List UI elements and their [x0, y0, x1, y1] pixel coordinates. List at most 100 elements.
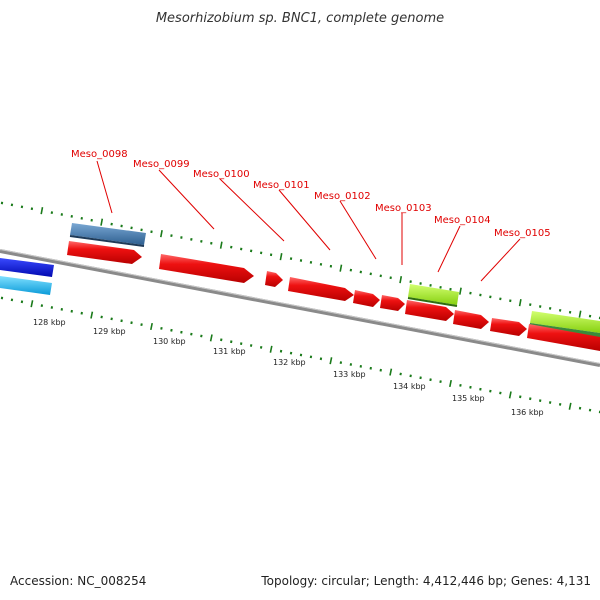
leader-line	[219, 178, 285, 242]
kbp-label: 133 kbp	[333, 370, 366, 379]
gene-arrow[interactable]	[490, 318, 527, 336]
gene-label[interactable]: Meso_0098	[71, 149, 128, 160]
minor-tick	[70, 214, 73, 218]
minor-tick	[289, 257, 293, 261]
minor-tick	[489, 295, 492, 299]
minor-tick	[110, 222, 113, 226]
minor-tick	[10, 298, 14, 302]
inner-tick-track	[0, 296, 600, 414]
minor-tick	[20, 300, 24, 304]
minor-tick	[309, 355, 313, 359]
minor-tick	[439, 285, 442, 289]
major-tick	[209, 334, 213, 342]
minor-tick	[100, 315, 103, 319]
minor-tick	[259, 251, 263, 255]
gene-arrow[interactable]	[405, 300, 454, 321]
gene-leader-lines	[96, 160, 521, 282]
leader-line	[437, 225, 461, 273]
minor-tick	[339, 361, 343, 365]
minor-tick	[548, 306, 552, 310]
minor-tick	[529, 303, 532, 307]
leader-line	[339, 200, 377, 260]
gene-label[interactable]: Meso_0104	[434, 215, 491, 226]
gene-label[interactable]: Meso_0105	[494, 228, 551, 239]
minor-tick	[499, 391, 502, 395]
major-tick	[100, 218, 104, 226]
gene-arrow[interactable]	[67, 241, 142, 264]
major-tick	[339, 264, 343, 272]
minor-tick	[319, 262, 323, 266]
gene-arrow[interactable]	[265, 271, 283, 287]
minor-tick	[289, 351, 293, 355]
gene-arrow[interactable]	[527, 324, 600, 351]
minor-tick	[249, 249, 253, 253]
major-tick	[90, 311, 94, 319]
gene-arrow[interactable]	[353, 290, 380, 307]
minor-tick	[588, 314, 592, 318]
minor-tick	[50, 306, 54, 309]
minor-tick	[140, 323, 143, 327]
major-tick	[150, 322, 153, 331]
minor-tick	[489, 389, 492, 393]
minor-tick	[548, 401, 552, 404]
leader-line	[278, 189, 331, 251]
minor-tick	[160, 326, 163, 330]
minor-tick	[558, 308, 562, 312]
major-tick	[578, 310, 582, 318]
gene-label[interactable]: Meso_0101	[253, 180, 310, 191]
minor-tick	[170, 328, 173, 332]
lime-feature-bar-right	[530, 311, 600, 333]
gene-track	[67, 241, 600, 351]
genome-backbone	[0, 249, 600, 367]
minor-tick	[140, 228, 143, 232]
gene-labels: Meso_0098 Meso_0099 Meso_0100 Meso_0101 …	[71, 149, 551, 239]
steel-blue-feature-shadow	[69, 235, 145, 247]
gene-arrow[interactable]	[288, 277, 354, 301]
leader-line	[158, 169, 215, 230]
major-tick	[40, 207, 44, 215]
gene-arrow[interactable]	[380, 295, 405, 311]
gene-label[interactable]: Meso_0099	[133, 159, 190, 170]
minor-tick	[349, 363, 353, 366]
kbp-label: 128 kbp	[33, 318, 66, 327]
major-tick	[518, 299, 522, 307]
major-tick	[269, 345, 273, 353]
kbp-label: 135 kbp	[452, 394, 485, 403]
kbp-label: 132 kbp	[273, 358, 306, 367]
minor-tick	[230, 245, 233, 249]
minor-tick	[230, 340, 233, 344]
gene-arrow[interactable]	[159, 254, 254, 283]
minor-tick	[469, 385, 472, 389]
minor-tick	[349, 268, 353, 272]
kbp-label: 131 kbp	[213, 347, 246, 356]
steel-blue-feature-bar	[70, 223, 146, 245]
minor-tick	[379, 274, 382, 278]
major-tick	[399, 276, 403, 284]
minor-tick	[499, 297, 502, 301]
major-tick	[449, 379, 452, 388]
major-tick	[30, 300, 34, 308]
minor-tick	[50, 211, 54, 215]
minor-tick	[130, 321, 133, 325]
major-tick	[219, 241, 223, 249]
minor-tick	[409, 374, 412, 378]
minor-tick	[369, 366, 372, 370]
minor-tick	[309, 260, 313, 264]
minor-tick	[279, 349, 283, 353]
outer-tick-track	[0, 201, 600, 320]
major-tick	[279, 253, 283, 261]
minor-tick	[130, 226, 133, 230]
major-tick	[160, 230, 163, 238]
minor-tick	[319, 357, 323, 361]
kbp-label: 130 kbp	[153, 337, 186, 346]
minor-tick	[588, 408, 592, 412]
map-title: Mesorhizobium sp. BNC1, complete genome	[156, 11, 444, 26]
gene-label[interactable]: Meso_0103	[375, 203, 432, 214]
gene-label[interactable]: Meso_0102	[314, 191, 371, 202]
minor-tick	[190, 237, 193, 241]
minor-tick	[459, 383, 462, 387]
leader-line	[480, 238, 521, 282]
minor-tick	[578, 406, 582, 410]
gene-label[interactable]: Meso_0100	[193, 169, 250, 180]
gene-arrow[interactable]	[453, 310, 489, 329]
